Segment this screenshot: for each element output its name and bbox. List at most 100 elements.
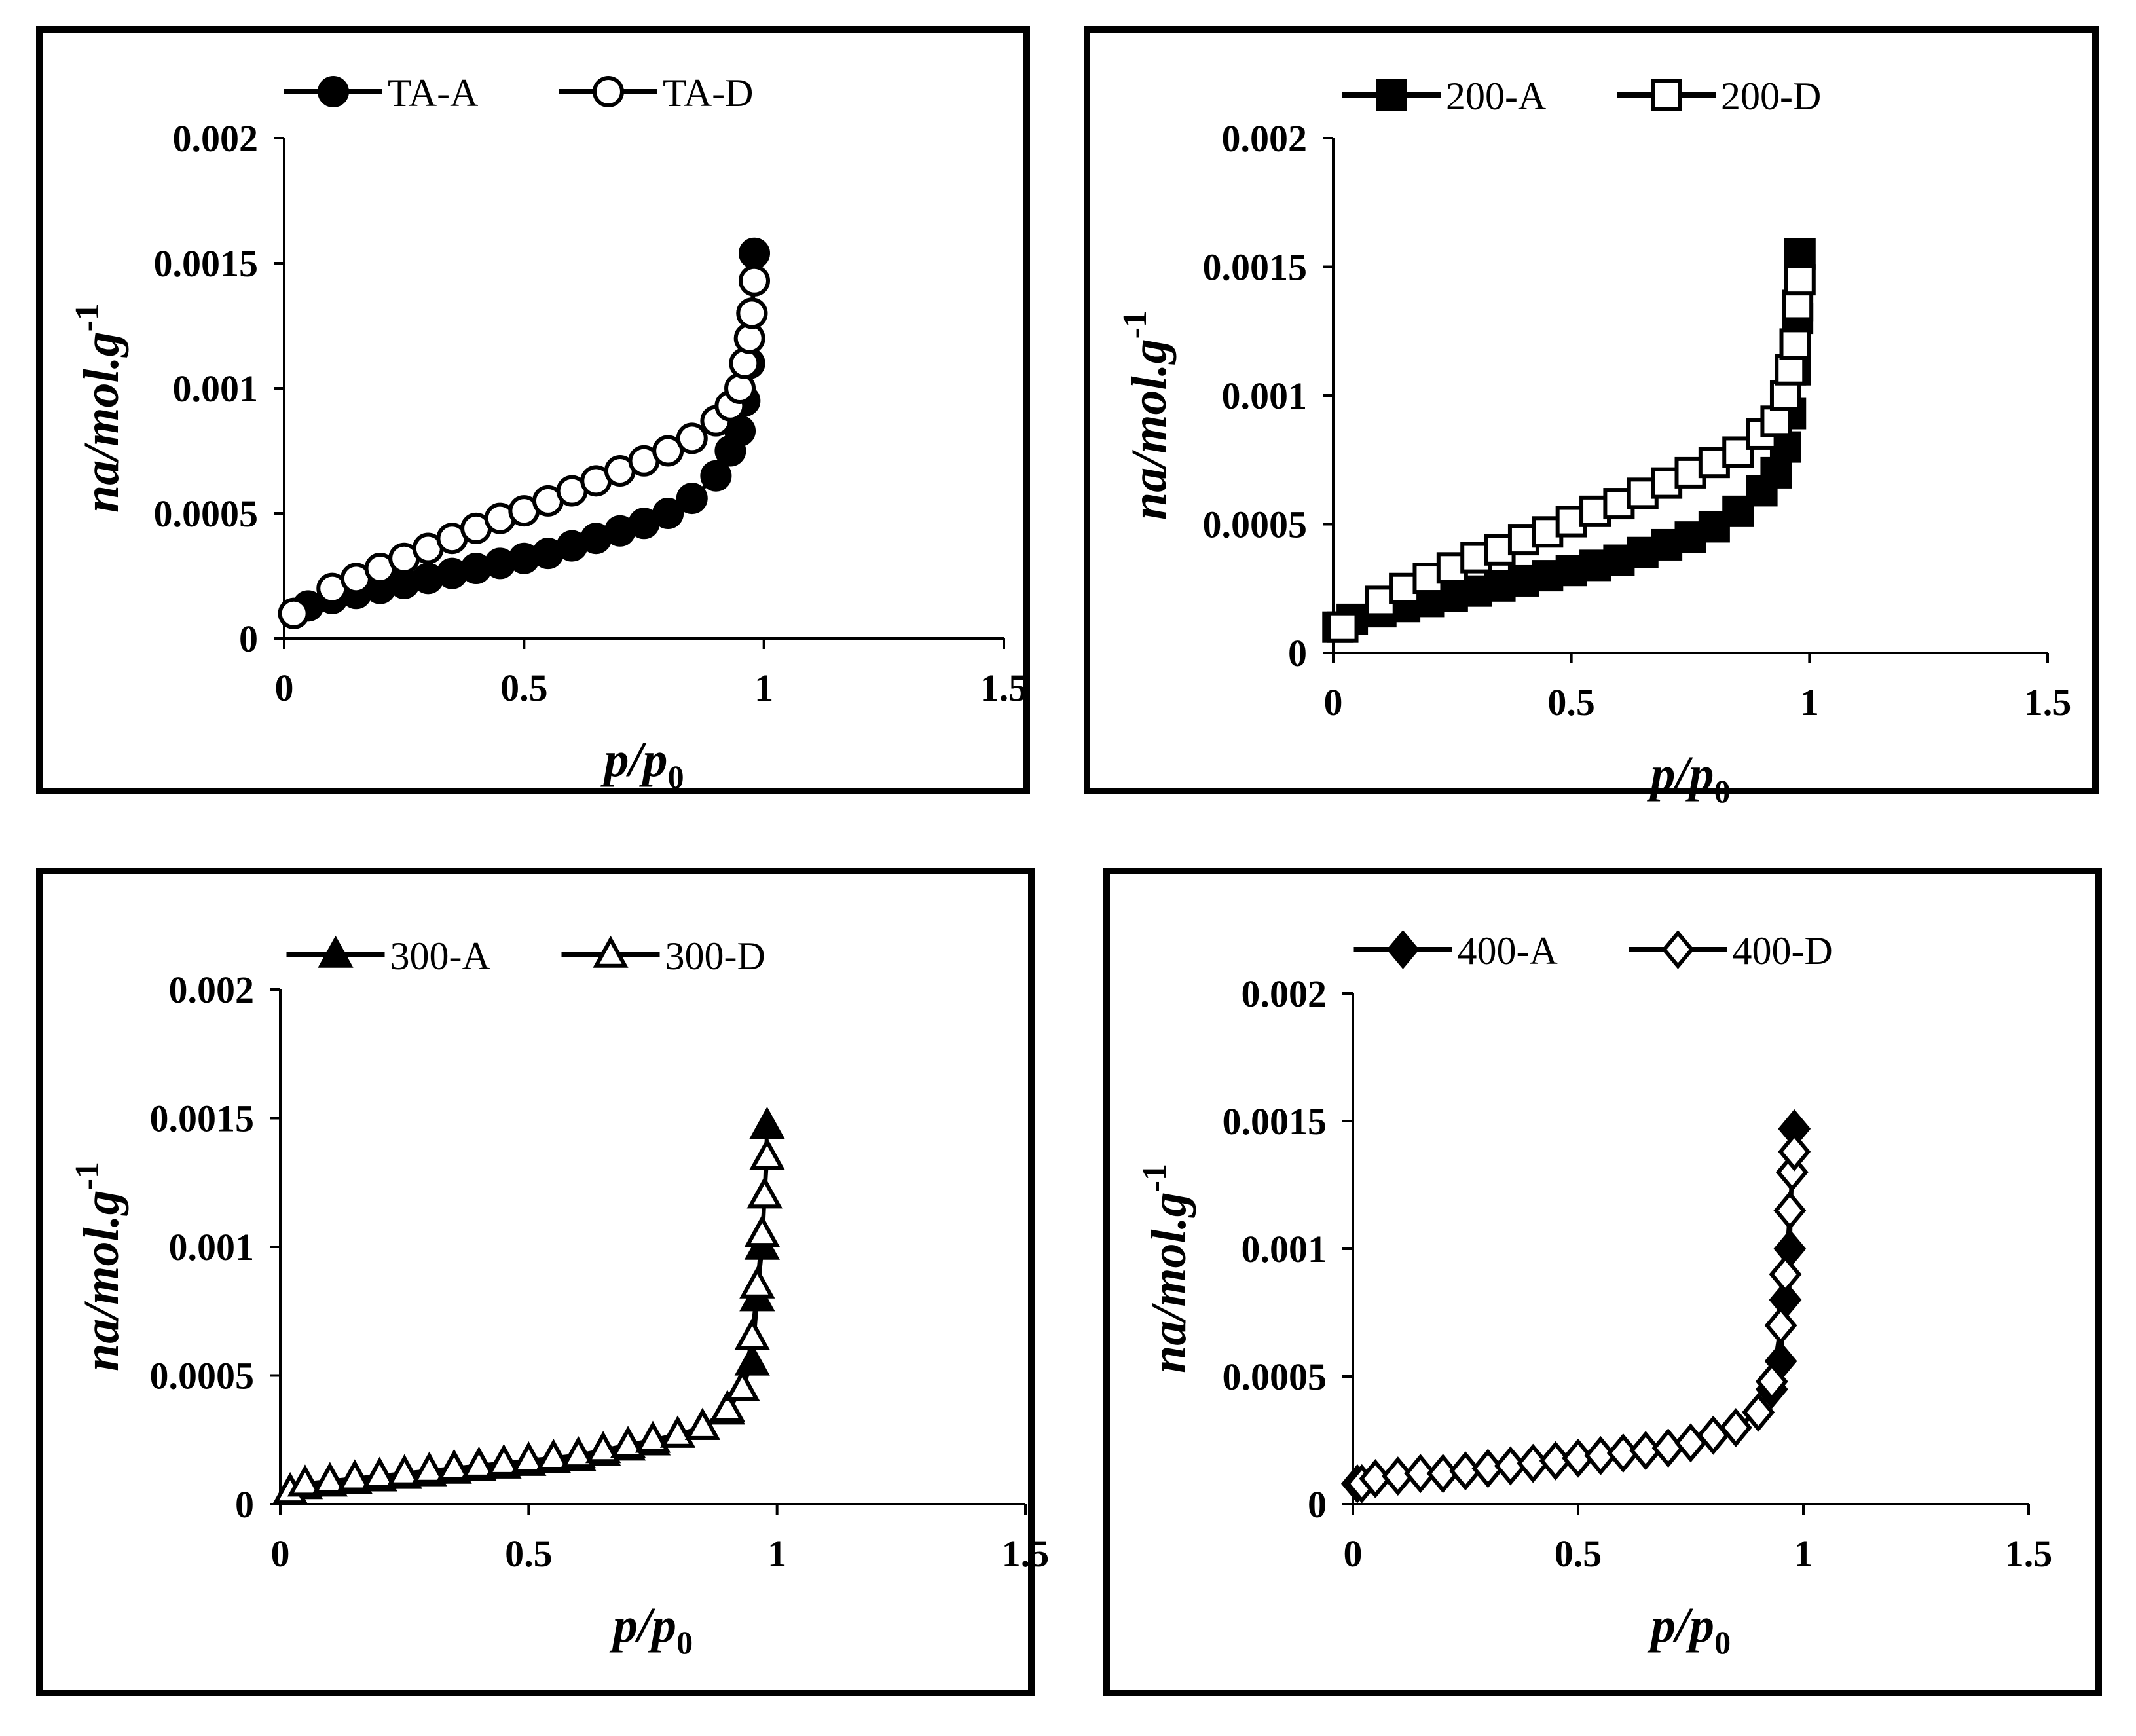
data-point: [724, 373, 756, 404]
data-point: [652, 435, 684, 467]
data-point: [1760, 405, 1792, 437]
data-point: [486, 1443, 522, 1476]
y-axis-title: na/mol.g-1: [1136, 1164, 1196, 1373]
x-axis-title-sub: 0: [1714, 773, 1731, 809]
data-point: [749, 1106, 785, 1139]
x-tick-label: 1: [1800, 681, 1819, 724]
y-tick-label: 0.0005: [150, 1355, 255, 1397]
x-tick-label: 0.5: [500, 667, 548, 709]
legend-label: TA-A: [388, 71, 479, 115]
data-point: [1784, 238, 1816, 270]
y-axis-title-main: na/mol.g: [74, 1190, 129, 1371]
data-point: [1327, 611, 1359, 643]
x-axis-title-main: p/p: [609, 1598, 676, 1653]
legend: 200-A 200-D: [1342, 75, 1821, 118]
data-point: [1775, 354, 1807, 386]
data-point: [536, 1438, 572, 1471]
legend-swatch-marker: [318, 935, 354, 968]
data-point: [312, 1462, 348, 1494]
data-point: [684, 1407, 721, 1440]
legend-swatch-marker: [1376, 79, 1407, 111]
data-point: [635, 1420, 671, 1453]
x-axis-title-sub: 0: [676, 1624, 693, 1661]
y-tick-label: 0.002: [169, 969, 255, 1011]
x-tick-label: 1: [754, 667, 773, 709]
data-point: [511, 1441, 547, 1473]
x-tick-label: 1: [767, 1532, 786, 1575]
y-tick-label: 0.0005: [154, 492, 259, 535]
data-point: [676, 483, 708, 515]
y-tick-label: 0.0015: [154, 242, 259, 285]
legend-label: 200-A: [1446, 75, 1546, 118]
data-point: [386, 1454, 422, 1487]
legend-label: 400-D: [1733, 929, 1833, 972]
panel-frame: [36, 868, 1035, 1696]
legend-label: 200-D: [1721, 75, 1821, 118]
data-point: [337, 1459, 373, 1492]
data-point: [1742, 1392, 1775, 1432]
data-point: [700, 460, 732, 492]
data-point: [744, 1215, 781, 1247]
y-axis-title-main: na/mol.g: [74, 331, 129, 513]
y-tick-label: 0.001: [173, 367, 259, 410]
panel-frame: [36, 26, 1030, 794]
data-point: [561, 1436, 597, 1469]
data-point: [1769, 380, 1801, 411]
x-tick-label: 0: [1324, 681, 1343, 724]
chart-panel-4: 0 0.5 1 1.500.00050.0010.00150.002p/p0na/mo…: [1103, 868, 2102, 1696]
x-tick-label: 1.5: [1002, 1532, 1050, 1575]
chart-panel-2: 0 0.5 1 1.500.00050.0010.00150.002p/p0na/mo…: [1084, 26, 2099, 809]
legend-swatch-marker: [593, 76, 624, 107]
series-line: [289, 1156, 769, 1494]
y-tick-label: 0.0015: [1223, 1100, 1327, 1143]
data-point: [1719, 1408, 1752, 1447]
data-point: [734, 1318, 770, 1350]
x-tick-label: 0: [271, 1532, 290, 1575]
series-300-D: [272, 1137, 785, 1505]
y-tick-label: 0.002: [1242, 972, 1327, 1015]
legend-label: 300-D: [665, 934, 765, 978]
data-point: [1404, 1454, 1437, 1494]
data-point: [287, 1464, 323, 1497]
y-tick-label: 0.0015: [150, 1098, 255, 1140]
x-axis-title: p/p0: [1646, 747, 1730, 809]
x-tick-label: 0.5: [1555, 1532, 1602, 1575]
data-point: [1769, 1255, 1802, 1294]
data-point: [749, 1137, 785, 1170]
data-point: [1784, 264, 1816, 296]
x-tick-label: 0.5: [1547, 681, 1595, 724]
data-point: [278, 597, 310, 629]
y-tick-label: 0.002: [173, 117, 259, 160]
y-axis-title: na/mol.g-1: [69, 1162, 129, 1371]
x-axis-title-main: p/p: [1646, 747, 1714, 802]
data-point: [659, 1415, 696, 1448]
x-tick-label: 0.5: [505, 1532, 553, 1575]
x-axis-title-main: p/p: [600, 732, 667, 787]
x-tick-label: 1: [1794, 1532, 1813, 1575]
x-tick-label: 1.5: [2005, 1532, 2053, 1575]
x-axis-title: p/p0: [609, 1598, 693, 1661]
data-point: [746, 1176, 783, 1209]
data-point: [739, 237, 771, 269]
y-tick-label: 0: [235, 1483, 254, 1526]
x-tick-label: 1.5: [980, 667, 1028, 709]
legend: 300-A 300-D: [286, 934, 765, 978]
series-TA-D: [278, 265, 771, 629]
x-tick-label: 1.5: [2024, 681, 2072, 724]
y-axis-title-main: na/mol.g: [1122, 339, 1177, 520]
data-point: [739, 1266, 775, 1299]
y-axis-title-main: na/mol.g: [1141, 1192, 1196, 1373]
data-point: [1651, 1428, 1685, 1468]
data-point: [729, 347, 761, 379]
legend-label: 400-A: [1458, 929, 1558, 972]
chart-panel-1: 0 0.5 1 1.500.00050.0010.00150.002p/p0na/mo…: [36, 26, 1030, 795]
y-tick-label: 0.0005: [1223, 1356, 1327, 1398]
x-tick-label: 0: [275, 667, 294, 709]
data-point: [1778, 1132, 1811, 1172]
data-point: [1782, 289, 1814, 322]
data-point: [1773, 1191, 1807, 1230]
x-axis-title-sub: 0: [668, 758, 684, 795]
legend-swatch-marker: [318, 76, 349, 107]
data-point: [1764, 1306, 1797, 1345]
